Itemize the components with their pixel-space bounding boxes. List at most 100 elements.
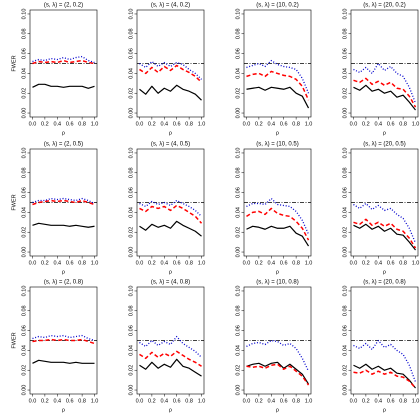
- series-line: [246, 225, 310, 247]
- x-tick-label: 0.0: [350, 398, 358, 404]
- y-tick-label: 0.02: [21, 88, 27, 99]
- y-axis-label: FWER: [11, 194, 17, 210]
- y-tick-label: 0.06: [342, 325, 348, 336]
- panel-title: (s, λ) = (10, 0.2): [256, 3, 299, 9]
- y-tick-label: 0.04: [21, 345, 27, 356]
- y-tick-label: 0.10: [128, 286, 134, 297]
- x-tick-label: 1.0: [305, 121, 313, 127]
- y-tick-label: 0.04: [128, 68, 134, 79]
- x-tick-label: 1.0: [91, 398, 99, 404]
- panel-title: (s, λ) = (4, 0.5): [151, 142, 190, 148]
- y-tick-label: 0.02: [128, 365, 134, 376]
- y-tick-label: 0.00: [235, 247, 241, 258]
- x-tick-label: 0.0: [136, 260, 144, 266]
- panel-title: (s, λ) = (10, 0.8): [256, 280, 299, 286]
- y-tick-label: 0.06: [342, 187, 348, 198]
- y-axis-label: FWER: [11, 55, 17, 71]
- x-tick-label: 0.6: [66, 398, 74, 404]
- y-tick-label: 0.10: [235, 148, 241, 159]
- y-tick-label: 0.04: [235, 207, 241, 218]
- y-tick-label: 0.08: [128, 167, 134, 178]
- x-tick-label: 0.0: [136, 121, 144, 127]
- y-tick-label: 0.08: [235, 28, 241, 39]
- x-tick-label: 0.2: [148, 398, 156, 404]
- panel: (s, λ) = (4, 0.5) 0.0 0.2 0.4 0.6 0.8 1.0 0.00 0…: [128, 142, 205, 276]
- panel-title: (s, λ) = (4, 0.2): [151, 3, 190, 9]
- y-tick-label: 0.00: [21, 247, 27, 258]
- panel: (s, λ) = (2, 0.2) 0.0 0.2 0.4 0.6 0.8 1.0 0.00 0…: [11, 3, 98, 137]
- x-tick-label: 0.6: [280, 121, 288, 127]
- x-tick-label: 0.6: [387, 398, 395, 404]
- x-tick-label: 0.8: [78, 398, 86, 404]
- series-line: [353, 369, 417, 389]
- x-tick-label: 0.2: [362, 121, 370, 127]
- y-tick-label: 0.08: [128, 28, 134, 39]
- series-line: [139, 220, 202, 237]
- series-line: [353, 223, 416, 251]
- y-tick-label: 0.08: [342, 28, 348, 39]
- x-tick-label: 0.4: [267, 260, 275, 266]
- x-tick-label: 0.6: [173, 398, 181, 404]
- series-line: [246, 363, 310, 386]
- y-tick-label: 0.00: [235, 108, 241, 119]
- y-tick-label: 0.00: [342, 108, 348, 119]
- series-line: [246, 339, 310, 372]
- series-line: [353, 339, 417, 383]
- x-tick-label: 1.0: [305, 398, 313, 404]
- x-tick-label: 0.8: [399, 121, 407, 127]
- panel-title: (s, λ) = (20, 0.5): [363, 142, 406, 148]
- y-tick-label: 0.08: [21, 167, 27, 178]
- x-tick-label: 0.2: [255, 121, 263, 127]
- x-axis-label: ρ: [383, 130, 386, 136]
- x-tick-label: 0.0: [350, 260, 358, 266]
- series-line: [353, 202, 417, 244]
- x-tick-label: 0.4: [374, 121, 382, 127]
- series-line: [246, 86, 310, 109]
- y-tick-label: 0.02: [342, 365, 348, 376]
- x-tick-label: 0.2: [362, 398, 370, 404]
- y-tick-label: 0.04: [235, 68, 241, 79]
- y-tick-label: 0.04: [342, 207, 348, 218]
- x-tick-label: 0.8: [399, 260, 407, 266]
- x-tick-label: 0.2: [255, 260, 263, 266]
- panel: (s, λ) = (20, 0.2) 0.0 0.2 0.4 0.6 0.8 1.0 0.00…: [342, 3, 419, 137]
- x-tick-label: 0.4: [160, 398, 168, 404]
- x-tick-label: 0.2: [362, 260, 370, 266]
- series-line: [139, 84, 202, 101]
- y-tick-label: 0.02: [235, 88, 241, 99]
- series-line: [353, 77, 417, 108]
- x-tick-label: 0.6: [387, 121, 395, 127]
- series-line: [353, 84, 416, 111]
- y-tick-label: 0.10: [235, 286, 241, 297]
- y-tick-label: 0.08: [342, 167, 348, 178]
- x-tick-label: 0.6: [66, 260, 74, 266]
- x-tick-label: 1.0: [91, 121, 99, 127]
- x-tick-label: 0.2: [41, 121, 49, 127]
- y-tick-label: 0.04: [21, 207, 27, 218]
- y-tick-label: 0.00: [342, 385, 348, 396]
- panel-title: (s, λ) = (20, 0.2): [363, 3, 406, 9]
- y-tick-label: 0.00: [128, 247, 134, 258]
- y-tick-label: 0.00: [342, 247, 348, 258]
- x-tick-label: 0.8: [78, 121, 86, 127]
- series-line: [139, 64, 203, 83]
- y-tick-label: 0.10: [21, 286, 27, 297]
- x-tick-label: 0.4: [53, 398, 61, 404]
- panel-title: (s, λ) = (10, 0.5): [256, 142, 299, 148]
- x-tick-label: 0.4: [53, 260, 61, 266]
- x-tick-label: 0.8: [292, 260, 300, 266]
- x-tick-label: 0.6: [173, 260, 181, 266]
- panel: (s, λ) = (10, 0.2) 0.0 0.2 0.4 0.6 0.8 1.0 0.00…: [235, 3, 312, 137]
- x-tick-label: 0.2: [41, 398, 49, 404]
- panel-title: (s, λ) = (2, 0.2): [44, 3, 83, 9]
- series-line: [139, 350, 202, 367]
- panel: (s, λ) = (10, 0.8) 0.0 0.2 0.4 0.6 0.8 1.0 0.00…: [235, 280, 312, 414]
- y-tick-label: 0.00: [128, 108, 134, 119]
- series-line: [246, 207, 310, 241]
- y-tick-label: 0.06: [21, 48, 27, 59]
- x-tick-label: 0.0: [243, 398, 251, 404]
- y-tick-label: 0.04: [342, 345, 348, 356]
- y-tick-label: 0.06: [21, 325, 27, 336]
- y-tick-label: 0.06: [128, 48, 134, 59]
